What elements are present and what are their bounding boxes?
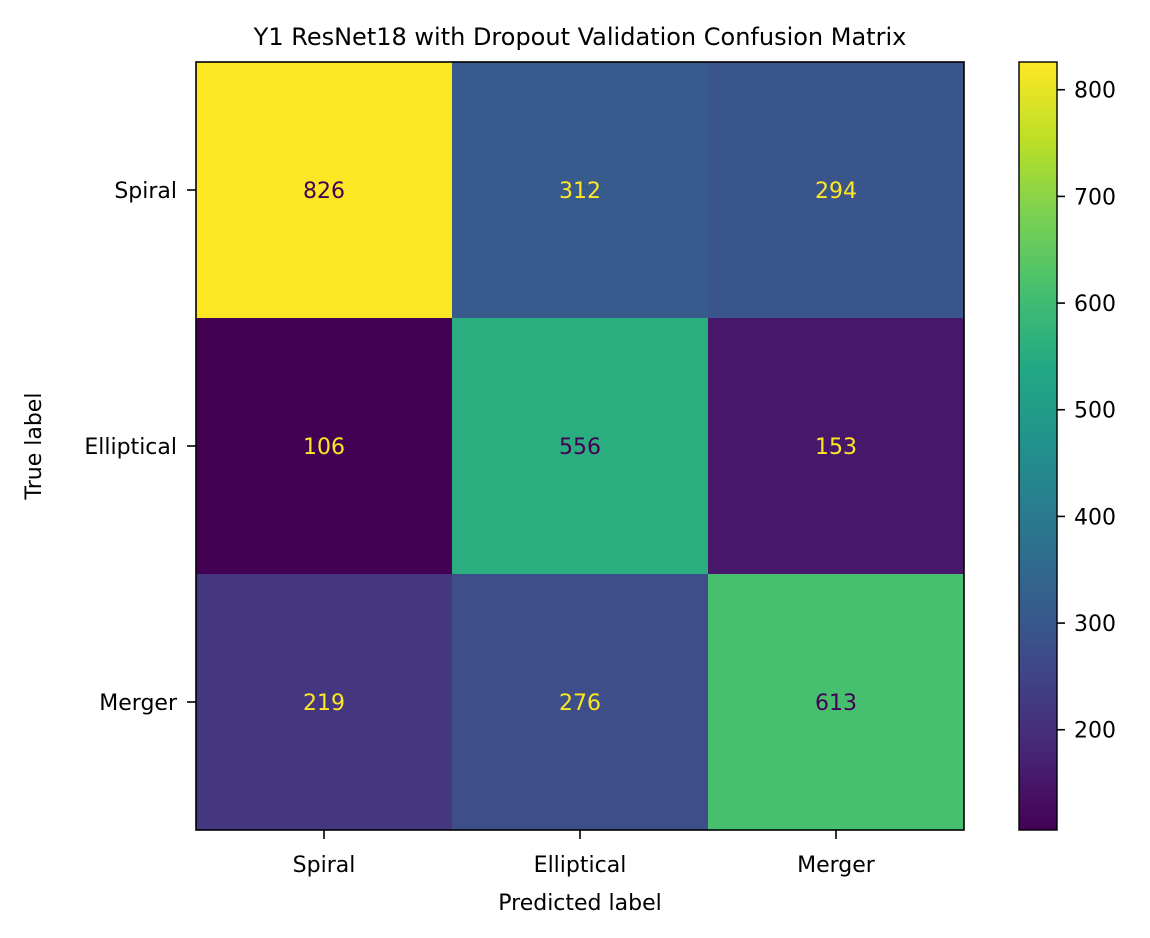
x-axis-label: Predicted label: [498, 891, 661, 916]
y-axis-label: True label: [22, 393, 47, 501]
colorbar-tick-label: 400: [1074, 505, 1116, 530]
heatmap-cell: [708, 62, 965, 319]
colorbar-tick-label: 700: [1074, 185, 1116, 210]
colorbar-ticks: 200 300 400 500 600 700 800: [1057, 79, 1116, 744]
colorbar-tick-label: 600: [1074, 292, 1116, 317]
cell-value-label: 153: [815, 435, 857, 460]
cell-value-label: 294: [815, 179, 857, 204]
heatmap-cell: [196, 574, 453, 831]
y-axis-ticks: Spiral Elliptical Merger: [84, 179, 196, 716]
x-tick-label: Merger: [797, 853, 876, 878]
colorbar-tick-label: 800: [1074, 79, 1116, 104]
heatmap-cells: [196, 62, 965, 831]
heatmap-cell: [708, 318, 965, 575]
y-tick-label: Merger: [99, 691, 178, 716]
cell-value-label: 106: [303, 435, 345, 460]
y-tick-label: Elliptical: [84, 435, 177, 460]
colorbar-tick-label: 500: [1074, 399, 1116, 424]
heatmap-cell: [452, 574, 709, 831]
cell-value-label: 613: [815, 691, 857, 716]
cell-annotations: 826 312 294 106 556 153 219 276 613: [303, 179, 857, 716]
heatmap-cell: [196, 62, 453, 319]
x-tick-label: Spiral: [293, 853, 356, 878]
heatmap-cell: [196, 318, 453, 575]
x-axis-ticks: Spiral Elliptical Merger: [293, 830, 876, 878]
heatmap-cell: [452, 318, 709, 575]
colorbar-tick-label: 300: [1074, 612, 1116, 637]
chart-title: Y1 ResNet18 with Dropout Validation Conf…: [253, 23, 907, 51]
cell-value-label: 556: [559, 435, 601, 460]
colorbar-tick-label: 200: [1074, 719, 1116, 744]
heatmap-cell: [708, 574, 965, 831]
cell-value-label: 312: [559, 179, 601, 204]
colorbar: [1018, 61, 1058, 831]
cell-value-label: 276: [559, 691, 601, 716]
y-tick-label: Spiral: [114, 179, 177, 204]
heatmap-cell: [452, 62, 709, 319]
x-tick-label: Elliptical: [534, 853, 627, 878]
cell-value-label: 219: [303, 691, 345, 716]
cell-value-label: 826: [303, 179, 345, 204]
